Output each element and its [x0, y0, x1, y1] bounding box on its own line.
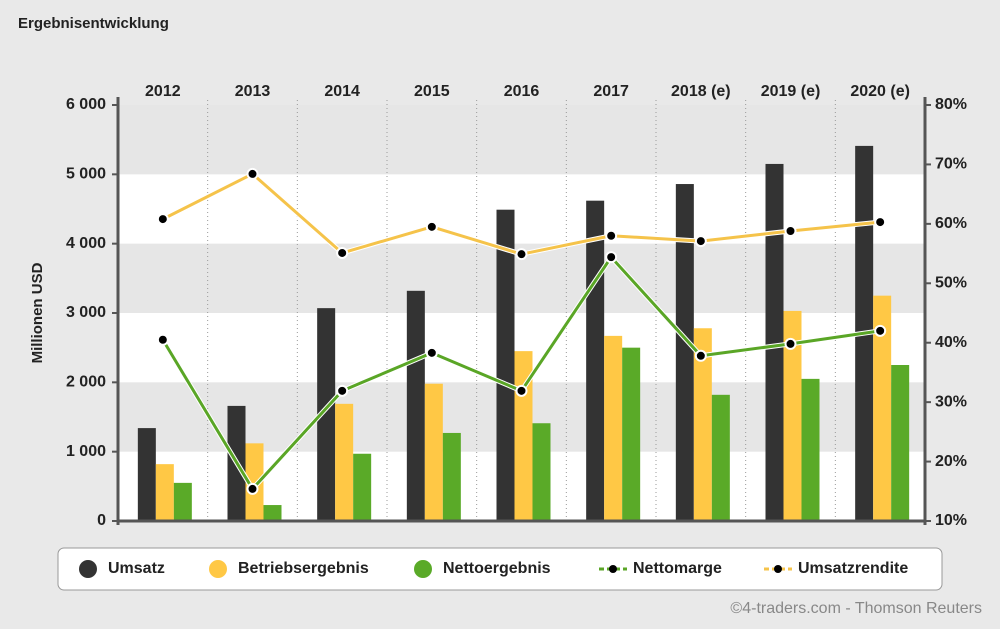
line-point — [425, 346, 438, 359]
y2-tick-label: 60% — [935, 215, 967, 232]
grid-band — [118, 174, 925, 244]
y2-tick-label: 30% — [935, 393, 967, 410]
bar — [317, 308, 336, 521]
x-tick-label: 2015 — [414, 83, 450, 100]
chart-title: Ergebnisentwicklung — [18, 15, 169, 32]
y2-tick-label: 10% — [935, 512, 967, 529]
x-tick-label: 2013 — [235, 83, 271, 100]
y-tick-label: 3 000 — [66, 304, 106, 321]
bar — [335, 403, 354, 521]
bar — [532, 423, 551, 521]
y2-tick-label: 80% — [935, 96, 967, 113]
line-point — [874, 216, 887, 229]
line-point — [156, 213, 169, 226]
x-tick-label: 2016 — [504, 83, 540, 100]
line-point — [425, 220, 438, 233]
line-point — [515, 384, 528, 397]
y-tick-label: 4 000 — [66, 235, 106, 252]
bar — [711, 394, 730, 521]
legend-label: Nettoergebnis — [443, 560, 551, 577]
y-tick-label: 5 000 — [66, 166, 106, 183]
y2-tick-label: 50% — [935, 275, 967, 292]
line-point — [156, 333, 169, 346]
y2-tick-label: 40% — [935, 334, 967, 351]
line-point — [784, 337, 797, 350]
line-point — [246, 482, 259, 495]
legend-swatch — [609, 565, 617, 573]
line-point — [874, 324, 887, 337]
bar — [245, 443, 264, 521]
y2-tick-label: 20% — [935, 453, 967, 470]
bar — [406, 290, 425, 521]
bar — [783, 310, 802, 521]
y-axis-label: Millionen USD — [29, 262, 46, 363]
bar — [155, 464, 174, 521]
bar — [263, 505, 282, 521]
bar — [496, 209, 515, 521]
x-tick-label: 2020 (e) — [850, 83, 910, 100]
bar — [173, 482, 192, 521]
line-point — [694, 349, 707, 362]
y2-tick-label: 70% — [935, 156, 967, 173]
bar — [873, 295, 892, 521]
legend-label: Umsatz — [108, 560, 165, 577]
line-point — [246, 167, 259, 180]
bar — [675, 184, 694, 522]
source: ©4-traders.com - Thomson Reuters — [730, 600, 982, 617]
bar — [137, 428, 156, 521]
legend-swatch — [414, 560, 432, 578]
line-point — [605, 229, 618, 242]
bar — [424, 383, 443, 521]
bar — [891, 365, 910, 521]
bar — [442, 432, 461, 521]
legend-label: Umsatzrendite — [798, 560, 908, 577]
x-tick-label: 2018 (e) — [671, 83, 731, 100]
y-tick-label: 1 000 — [66, 443, 106, 460]
bar — [622, 347, 641, 521]
y-tick-label: 2 000 — [66, 374, 106, 391]
line-point — [336, 246, 349, 259]
legend-label: Betriebsergebnis — [238, 560, 369, 577]
x-tick-label: 2019 (e) — [761, 83, 821, 100]
legend-swatch — [774, 565, 782, 573]
y-tick-label: 0 — [97, 512, 106, 529]
bar — [353, 453, 372, 521]
x-tick-label: 2017 — [593, 83, 629, 100]
legend-label: Nettomarge — [633, 560, 722, 577]
line-point — [515, 248, 528, 261]
x-tick-label: 2014 — [324, 83, 360, 100]
legend-swatch — [79, 560, 97, 578]
bar — [765, 163, 784, 521]
bar — [801, 378, 820, 521]
bar — [604, 335, 623, 521]
bar — [586, 200, 605, 521]
line-point — [694, 235, 707, 248]
y-tick-label: 6 000 — [66, 96, 106, 113]
legend-box — [57, 547, 943, 591]
x-tick-label: 2012 — [145, 83, 181, 100]
line-point — [336, 384, 349, 397]
bar — [693, 328, 712, 521]
line-point — [784, 224, 797, 237]
legend-swatch — [209, 560, 227, 578]
line-point — [605, 251, 618, 264]
